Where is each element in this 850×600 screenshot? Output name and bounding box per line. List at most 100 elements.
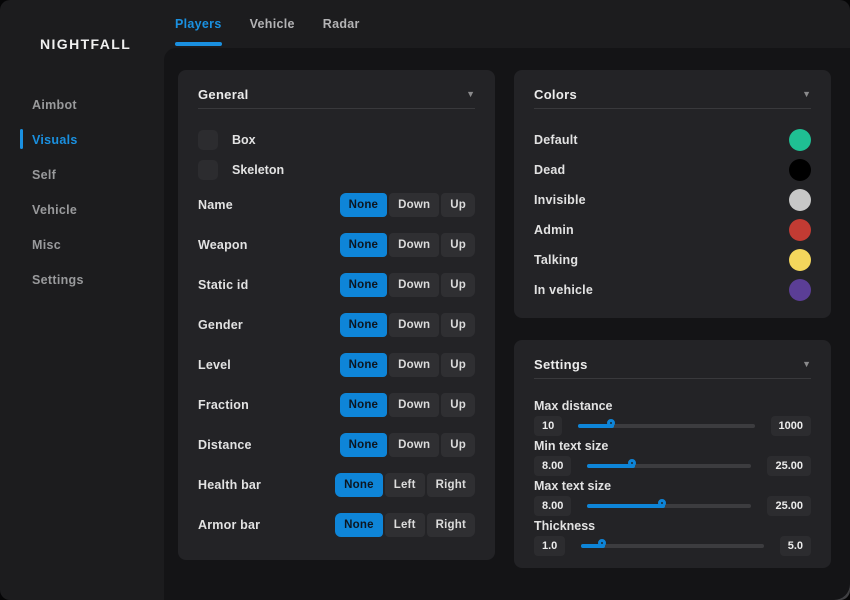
sidebar-item-visuals[interactable]: Visuals <box>0 122 164 157</box>
slider-track-max-text-size[interactable] <box>587 498 751 514</box>
color-swatch-admin[interactable] <box>789 219 811 241</box>
segment-armor-bar-right[interactable]: Right <box>427 513 475 537</box>
active-indicator-bar <box>20 234 23 254</box>
checkbox-row-skeleton[interactable]: Skeleton <box>198 155 475 185</box>
sidebar-item-vehicle[interactable]: Vehicle <box>0 192 164 227</box>
color-swatch-default[interactable] <box>789 129 811 151</box>
segment-level-up[interactable]: Up <box>441 353 475 377</box>
chevron-down-icon[interactable]: ▼ <box>802 359 811 369</box>
slider-max-value[interactable]: 25.00 <box>767 456 811 476</box>
segment-name-none[interactable]: None <box>340 193 388 217</box>
slider-thumb[interactable] <box>658 499 666 507</box>
row-label: Fraction <box>198 398 249 412</box>
checkbox-label: Box <box>232 133 256 147</box>
general-rows: Name NoneDownUp Weapon NoneDownUp Static… <box>198 185 475 545</box>
sidebar-item-aimbot[interactable]: Aimbot <box>0 87 164 122</box>
slider-max-value[interactable]: 25.00 <box>767 496 811 516</box>
segment-static-id-up[interactable]: Up <box>441 273 475 297</box>
slider-max-value[interactable]: 1000 <box>771 416 811 436</box>
segment-distance-down[interactable]: Down <box>389 433 439 457</box>
segment-fraction-down[interactable]: Down <box>389 393 439 417</box>
slider-max-value[interactable]: 5.0 <box>780 536 811 556</box>
color-row-dead: Dead <box>534 155 811 185</box>
segmented-control-static-id: NoneDownUp <box>340 273 475 297</box>
colors-panel: Colors ▼ Default Dead Invisible Admin Ta… <box>514 70 831 318</box>
row-label: Static id <box>198 278 248 292</box>
sidebar-item-self[interactable]: Self <box>0 157 164 192</box>
tab-label: Radar <box>323 17 360 31</box>
tab-players[interactable]: Players <box>175 0 222 48</box>
slider-thumb[interactable] <box>598 539 606 547</box>
segment-level-down[interactable]: Down <box>389 353 439 377</box>
segment-distance-up[interactable]: Up <box>441 433 475 457</box>
segment-gender-down[interactable]: Down <box>389 313 439 337</box>
slider-min-value[interactable]: 8.00 <box>534 456 571 476</box>
segment-name-up[interactable]: Up <box>441 193 475 217</box>
color-swatch-talking[interactable] <box>789 249 811 271</box>
segment-health-bar-right[interactable]: Right <box>427 473 475 497</box>
segment-static-id-down[interactable]: Down <box>389 273 439 297</box>
sidebar-item-label: Misc <box>32 238 61 252</box>
checkbox-skeleton[interactable] <box>198 160 218 180</box>
row-label: Health bar <box>198 478 261 492</box>
chevron-down-icon[interactable]: ▼ <box>466 89 475 99</box>
segment-distance-none[interactable]: None <box>340 433 388 457</box>
setting-row-name: Name NoneDownUp <box>198 185 475 225</box>
sidebar-item-settings[interactable]: Settings <box>0 262 164 297</box>
app-title: NIGHTFALL <box>40 36 131 52</box>
sidebar-item-misc[interactable]: Misc <box>0 227 164 262</box>
tab-active-underline <box>323 42 360 46</box>
tab-radar[interactable]: Radar <box>323 0 360 48</box>
slider-track-max-distance[interactable] <box>578 418 754 434</box>
checkbox-row-box[interactable]: Box <box>198 125 475 155</box>
segment-fraction-up[interactable]: Up <box>441 393 475 417</box>
settings-panel-header[interactable]: Settings ▼ <box>534 340 811 374</box>
color-swatch-dead[interactable] <box>789 159 811 181</box>
sidebar-item-label: Settings <box>32 273 84 287</box>
color-label: Dead <box>534 163 565 177</box>
segmented-control-gender: NoneDownUp <box>340 313 475 337</box>
divider <box>198 108 475 109</box>
slider-min-value[interactable]: 1.0 <box>534 536 565 556</box>
checkbox-box[interactable] <box>198 130 218 150</box>
chevron-down-icon[interactable]: ▼ <box>802 89 811 99</box>
slider-thumb[interactable] <box>628 459 636 467</box>
slider-label: Max text size <box>534 479 811 493</box>
segment-weapon-up[interactable]: Up <box>441 233 475 257</box>
setting-row-level: Level NoneDownUp <box>198 345 475 385</box>
segment-health-bar-none[interactable]: None <box>335 473 383 497</box>
color-label: In vehicle <box>534 283 593 297</box>
colors-panel-header[interactable]: Colors ▼ <box>534 70 811 104</box>
slider-track-rail <box>581 544 763 548</box>
segmented-control-distance: NoneDownUp <box>340 433 475 457</box>
segment-fraction-none[interactable]: None <box>340 393 388 417</box>
slider-track-min-text-size[interactable] <box>587 458 751 474</box>
segment-static-id-none[interactable]: None <box>340 273 388 297</box>
color-swatch-in-vehicle[interactable] <box>789 279 811 301</box>
segment-armor-bar-left[interactable]: Left <box>385 513 425 537</box>
general-panel-header[interactable]: General ▼ <box>198 70 475 104</box>
row-label: Armor bar <box>198 518 260 532</box>
sidebar-item-label: Vehicle <box>32 203 77 217</box>
row-label: Level <box>198 358 231 372</box>
segment-gender-none[interactable]: None <box>340 313 388 337</box>
segment-armor-bar-none[interactable]: None <box>335 513 383 537</box>
segment-name-down[interactable]: Down <box>389 193 439 217</box>
settings-panel-title: Settings <box>534 357 588 372</box>
slider-label: Max distance <box>534 399 811 413</box>
segmented-control-level: NoneDownUp <box>340 353 475 377</box>
segment-weapon-none[interactable]: None <box>340 233 388 257</box>
tab-vehicle[interactable]: Vehicle <box>250 0 295 48</box>
sidebar: NIGHTFALL Aimbot Visuals Self Vehicle Mi… <box>0 0 164 600</box>
slider-min-value[interactable]: 10 <box>534 416 562 436</box>
slider-thumb[interactable] <box>607 419 615 427</box>
color-swatch-invisible[interactable] <box>789 189 811 211</box>
color-label: Invisible <box>534 193 586 207</box>
segment-level-none[interactable]: None <box>340 353 388 377</box>
segment-weapon-down[interactable]: Down <box>389 233 439 257</box>
segment-health-bar-left[interactable]: Left <box>385 473 425 497</box>
slider-track-thickness[interactable] <box>581 538 763 554</box>
color-row-in-vehicle: In vehicle <box>534 275 811 305</box>
slider-min-value[interactable]: 8.00 <box>534 496 571 516</box>
segment-gender-up[interactable]: Up <box>441 313 475 337</box>
